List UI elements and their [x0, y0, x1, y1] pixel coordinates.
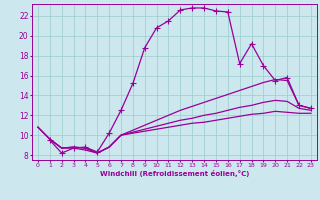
X-axis label: Windchill (Refroidissement éolien,°C): Windchill (Refroidissement éolien,°C): [100, 170, 249, 177]
